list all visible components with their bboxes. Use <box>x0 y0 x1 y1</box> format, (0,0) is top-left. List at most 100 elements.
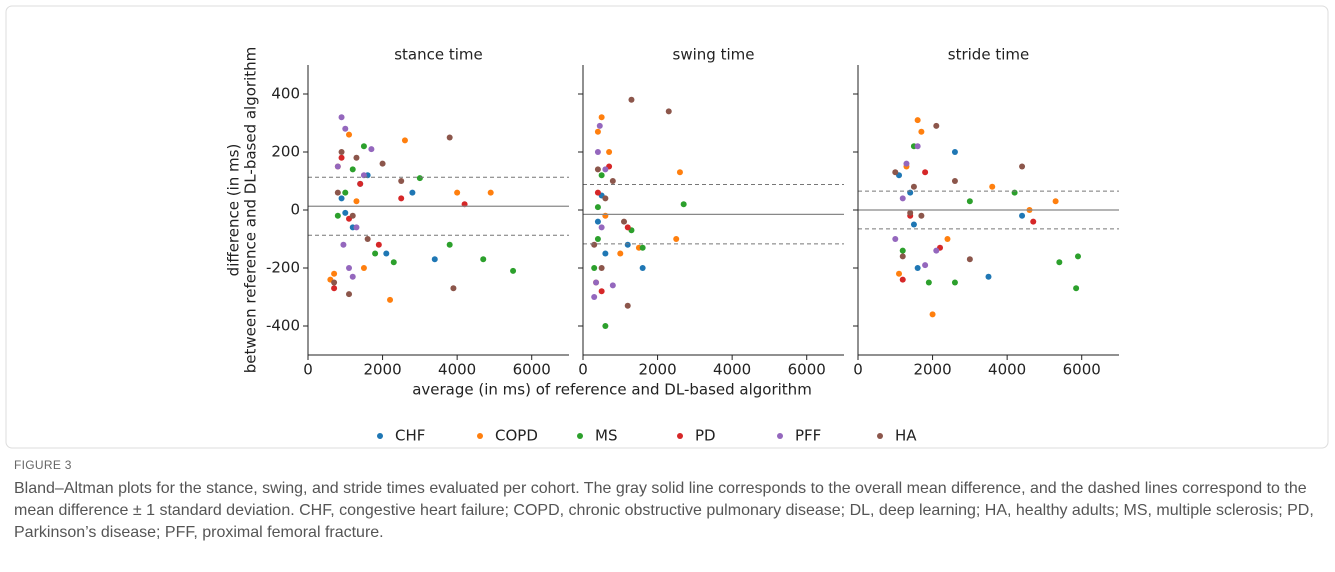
data-point <box>594 218 601 225</box>
legend-marker <box>777 433 783 439</box>
data-point <box>360 143 367 150</box>
data-point <box>594 204 601 211</box>
data-point <box>1019 163 1026 170</box>
legend-label: PFF <box>795 427 821 445</box>
panel-title: stance time <box>394 46 483 64</box>
data-point <box>925 279 932 286</box>
data-point <box>510 267 517 274</box>
legend-label: PD <box>695 427 716 445</box>
data-point <box>338 154 345 161</box>
y-tick-label: -400 <box>266 317 300 335</box>
x-tick-label: 4000 <box>438 361 476 379</box>
x-tick-label: 0 <box>303 361 313 379</box>
data-point <box>899 253 906 260</box>
legend-marker <box>877 433 883 439</box>
legend-label: HA <box>895 427 917 445</box>
data-point <box>357 180 364 187</box>
y-axis-label: between reference and DL-based algorithm <box>242 47 260 374</box>
data-point <box>624 224 631 231</box>
data-point <box>594 149 601 155</box>
data-point <box>338 195 345 202</box>
x-tick-label: 6000 <box>788 361 826 379</box>
data-point <box>907 209 914 216</box>
data-point <box>966 198 973 205</box>
y-tick-label: 400 <box>271 85 300 103</box>
x-tick-label: 0 <box>578 361 588 379</box>
data-point <box>379 160 386 167</box>
caption-label: FIGURE 3 <box>14 458 72 472</box>
data-point <box>951 178 958 184</box>
data-point <box>598 224 605 231</box>
data-point <box>446 134 453 141</box>
x-tick-label: 2000 <box>638 361 676 379</box>
panel-title: swing time <box>673 46 755 64</box>
data-point <box>602 250 609 257</box>
data-point <box>334 163 341 170</box>
data-point <box>985 273 992 280</box>
data-point <box>918 128 925 135</box>
data-point <box>353 224 360 231</box>
data-point <box>598 114 605 121</box>
data-point <box>1074 253 1081 260</box>
figure: average (in ms) of reference and DL-base… <box>5 5 1329 449</box>
data-point <box>922 169 929 176</box>
data-point <box>609 178 616 184</box>
data-point <box>487 189 494 196</box>
data-point <box>602 323 609 329</box>
legend-label: MS <box>595 427 617 445</box>
legend-marker <box>477 433 483 439</box>
data-point <box>929 311 936 318</box>
legend-marker <box>377 433 383 439</box>
data-point <box>918 212 925 219</box>
data-point <box>346 291 353 298</box>
data-point <box>591 294 598 300</box>
data-point <box>594 189 601 196</box>
data-point <box>1030 218 1037 225</box>
data-point <box>676 169 683 176</box>
data-point <box>338 114 345 121</box>
x-tick-label: 4000 <box>713 361 751 379</box>
data-point <box>1019 212 1026 219</box>
data-point <box>933 122 940 129</box>
data-point <box>914 143 921 150</box>
data-point <box>353 154 360 161</box>
data-point <box>331 285 338 292</box>
data-point <box>346 265 353 271</box>
data-point <box>372 250 379 257</box>
data-point <box>606 149 613 155</box>
legend-label: CHF <box>395 427 425 445</box>
data-point <box>398 178 405 184</box>
data-point <box>360 265 367 271</box>
data-point <box>914 117 921 124</box>
x-axis-label: average (in ms) of reference and DL-base… <box>412 381 812 399</box>
x-tick-label: 4000 <box>988 361 1026 379</box>
data-point <box>342 125 349 132</box>
data-point <box>480 256 487 263</box>
data-point <box>390 259 397 266</box>
data-point <box>331 270 338 277</box>
data-point <box>454 189 461 196</box>
data-point <box>944 236 951 242</box>
data-point <box>401 137 408 144</box>
data-point <box>594 128 601 135</box>
data-point <box>602 212 609 219</box>
data-point <box>594 236 601 242</box>
data-point <box>910 221 917 228</box>
data-point <box>360 172 367 179</box>
data-point <box>624 302 631 309</box>
data-point <box>1011 189 1018 196</box>
data-point <box>598 172 605 179</box>
y-axis-label: difference (in ms) <box>225 144 243 277</box>
data-point <box>951 279 958 286</box>
data-point <box>680 201 687 208</box>
legend-marker <box>577 433 583 439</box>
x-tick-label: 0 <box>853 361 863 379</box>
data-point <box>334 212 341 219</box>
data-point <box>364 236 371 242</box>
data-point <box>340 241 347 248</box>
data-point <box>349 166 356 173</box>
data-point <box>639 244 646 251</box>
data-point <box>907 189 914 196</box>
data-point <box>593 279 600 286</box>
